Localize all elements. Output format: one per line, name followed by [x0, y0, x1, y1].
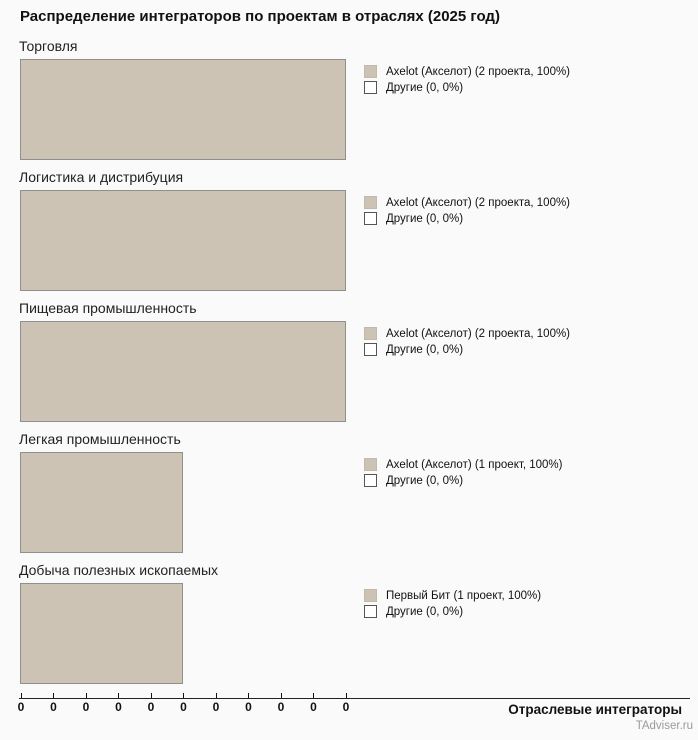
axis-tick: 0	[48, 693, 60, 713]
axis-tick-label: 0	[180, 700, 187, 714]
axis-tick: 0	[340, 693, 352, 713]
legend-item: Axelot (Акселот) (2 проекта, 100%)	[364, 196, 570, 209]
axis-tick: 0	[80, 693, 92, 713]
industry-bar	[20, 321, 346, 422]
axis-tick: 0	[308, 693, 320, 713]
industry-title: Логистика и дистрибуция	[19, 169, 184, 185]
industry-section-trade: Торговля Axelot (Акселот) (2 проекта, 10…	[0, 38, 698, 169]
legend-swatch-empty-icon	[364, 474, 377, 487]
axis-tick-label: 0	[50, 700, 57, 714]
legend-swatch-empty-icon	[364, 212, 377, 225]
legend-item: Axelot (Акселот) (2 проекта, 100%)	[364, 327, 570, 340]
legend-item: Axelot (Акселот) (2 проекта, 100%)	[364, 65, 570, 78]
tick-mark	[150, 693, 152, 698]
x-axis-label: Отраслевые интеграторы	[508, 702, 682, 717]
bar-track	[20, 59, 346, 160]
axis-tick: 0	[15, 693, 27, 713]
bar-track	[20, 583, 346, 684]
legend-item: Другие (0, 0%)	[364, 343, 570, 356]
tick-mark	[345, 693, 347, 698]
axis-tick: 0	[145, 693, 157, 713]
chart-title: Распределение интеграторов по проектам в…	[20, 8, 500, 25]
tick-mark	[215, 693, 217, 698]
tadviser-watermark: TAdviser.ru	[635, 720, 693, 732]
legend-label: Другие (0, 0%)	[386, 81, 464, 94]
bar-track	[20, 452, 346, 553]
legend-label: Другие (0, 0%)	[386, 474, 464, 487]
bar-track	[20, 321, 346, 422]
legend-label: Axelot (Акселот) (2 проекта, 100%)	[386, 196, 571, 209]
industry-bar	[20, 59, 346, 160]
legend-label: Другие (0, 0%)	[386, 212, 464, 225]
legend-swatch-filled-icon	[364, 65, 377, 78]
tick-mark	[118, 693, 119, 698]
legend: Первый Бит (1 проект, 100%) Другие (0, 0…	[364, 589, 541, 618]
legend-item: Другие (0, 0%)	[364, 81, 570, 94]
industry-title: Легкая промышленность	[19, 431, 181, 447]
legend-label: Axelot (Акселот) (2 проекта, 100%)	[386, 65, 571, 78]
tick-mark	[20, 693, 22, 698]
tick-mark	[313, 693, 314, 698]
axis-tick: 0	[113, 693, 125, 713]
legend-label: Первый Бит (1 проект, 100%)	[386, 589, 542, 602]
legend-item: Другие (0, 0%)	[364, 212, 570, 225]
axis-tick-label: 0	[212, 700, 220, 714]
x-axis-ticks: 0 0 0 0 0 0 0 0 0 0 0	[15, 693, 352, 713]
industry-section-food: Пищевая промышленность Axelot (Акселот) …	[0, 300, 698, 431]
legend: Axelot (Акселот) (2 проекта, 100%) Други…	[364, 327, 570, 356]
legend-swatch-empty-icon	[364, 343, 377, 356]
tick-mark	[53, 693, 54, 698]
axis-tick: 0	[275, 693, 287, 713]
legend-swatch-filled-icon	[364, 196, 377, 209]
bar-track	[20, 190, 346, 291]
legend-item: Другие (0, 0%)	[364, 605, 541, 618]
legend-item: Первый Бит (1 проект, 100%)	[364, 589, 541, 602]
x-axis-line	[19, 698, 690, 699]
legend-label: Axelot (Акселот) (2 проекта, 100%)	[386, 327, 571, 340]
axis-tick-label: 0	[310, 700, 317, 714]
tick-mark	[85, 693, 87, 698]
legend-label: Axelot (Акселот) (1 проект, 100%)	[386, 458, 563, 471]
legend: Axelot (Акселот) (1 проект, 100%) Другие…	[364, 458, 562, 487]
industry-title: Добыча полезных ископаемых	[19, 562, 219, 578]
axis-tick-label: 0	[147, 700, 155, 714]
axis-tick: 0	[210, 693, 222, 713]
legend-item: Axelot (Акселот) (1 проект, 100%)	[364, 458, 562, 471]
axis-tick-label: 0	[82, 700, 90, 714]
industry-section-light-industry: Легкая промышленность Axelot (Акселот) (…	[0, 431, 698, 562]
industry-section-logistics: Логистика и дистрибуция Axelot (Акселот)…	[0, 169, 698, 300]
legend-swatch-empty-icon	[364, 605, 377, 618]
industry-section-mining: Добыча полезных ископаемых Первый Бит (1…	[0, 562, 698, 693]
legend-swatch-filled-icon	[364, 458, 377, 471]
industry-bar	[20, 190, 346, 291]
industry-bar	[20, 583, 183, 684]
legend-swatch-filled-icon	[364, 327, 377, 340]
axis-tick-label: 0	[245, 700, 252, 714]
industry-title: Пищевая промышленность	[19, 300, 197, 316]
legend: Axelot (Акселот) (2 проекта, 100%) Други…	[364, 65, 570, 94]
axis-tick: 0	[243, 693, 255, 713]
tick-mark	[280, 693, 282, 698]
axis-tick-label: 0	[277, 700, 285, 714]
legend: Axelot (Акселот) (2 проекта, 100%) Други…	[364, 196, 570, 225]
tick-mark	[248, 693, 249, 698]
axis-tick: 0	[178, 693, 190, 713]
axis-tick-label: 0	[342, 700, 350, 714]
legend-item: Другие (0, 0%)	[364, 474, 562, 487]
industry-bar	[20, 452, 183, 553]
legend-label: Другие (0, 0%)	[386, 343, 464, 356]
industry-title: Торговля	[19, 38, 78, 54]
tick-mark	[183, 693, 184, 698]
legend-swatch-filled-icon	[364, 589, 377, 602]
axis-tick-label: 0	[115, 700, 122, 714]
legend-swatch-empty-icon	[364, 81, 377, 94]
legend-label: Другие (0, 0%)	[386, 605, 464, 618]
axis-tick-label: 0	[17, 700, 25, 714]
